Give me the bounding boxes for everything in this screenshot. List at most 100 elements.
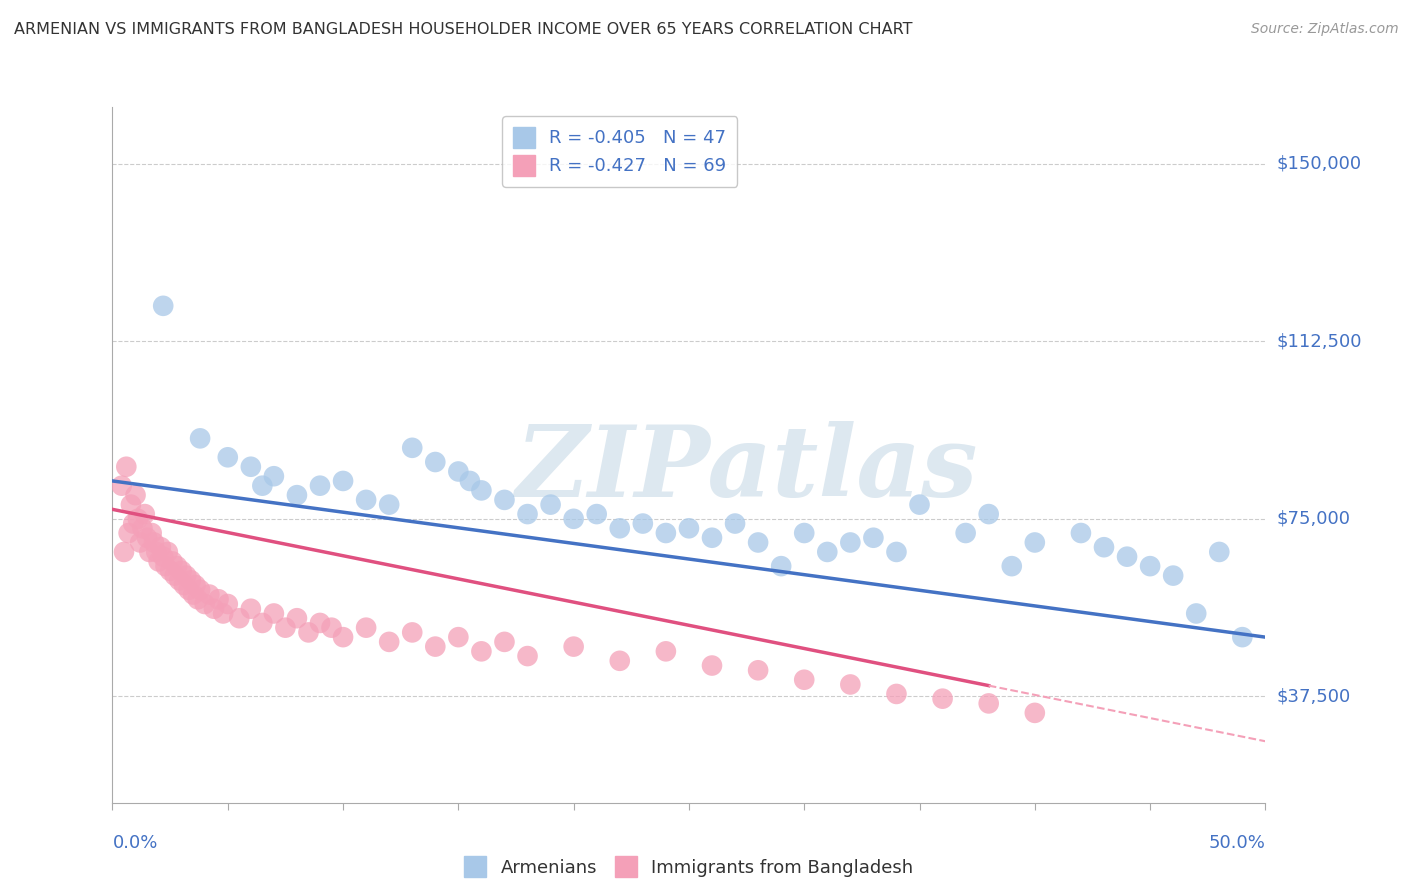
Point: [174, 568, 197, 582]
Point: [401, 625, 423, 640]
Point: [1116, 549, 1139, 564]
Point: [470, 644, 492, 658]
Point: [263, 607, 285, 621]
Point: [700, 658, 723, 673]
Point: [169, 574, 191, 588]
Text: $37,500: $37,500: [1277, 688, 1351, 706]
Legend: Armenians, Immigrants from Bangladesh: Armenians, Immigrants from Bangladesh: [457, 849, 921, 884]
Point: [136, 531, 159, 545]
Point: [977, 507, 1000, 521]
Text: 0.0%: 0.0%: [112, 834, 157, 852]
Point: [115, 459, 138, 474]
Point: [1208, 545, 1230, 559]
Point: [1070, 526, 1092, 541]
Point: [131, 521, 153, 535]
Point: [111, 478, 134, 492]
Point: [155, 559, 177, 574]
Point: [152, 549, 174, 564]
Point: [252, 478, 274, 492]
Point: [724, 516, 747, 531]
Point: [117, 526, 139, 541]
Point: [793, 673, 815, 687]
Point: [1024, 706, 1046, 720]
Point: [321, 621, 343, 635]
Point: [129, 535, 152, 549]
Point: [141, 526, 163, 541]
Point: [631, 516, 654, 531]
Text: ARMENIAN VS IMMIGRANTS FROM BANGLADESH HOUSEHOLDER INCOME OVER 65 YEARS CORRELAT: ARMENIAN VS IMMIGRANTS FROM BANGLADESH H…: [14, 22, 912, 37]
Text: $150,000: $150,000: [1277, 155, 1361, 173]
Point: [747, 663, 769, 677]
Point: [217, 597, 239, 611]
Point: [562, 512, 585, 526]
Point: [908, 498, 931, 512]
Point: [425, 640, 447, 654]
Point: [609, 521, 631, 535]
Point: [188, 431, 211, 445]
Point: [470, 483, 492, 498]
Point: [163, 568, 186, 582]
Point: [1024, 535, 1046, 549]
Point: [332, 630, 354, 644]
Point: [207, 592, 229, 607]
Point: [1161, 568, 1184, 582]
Point: [516, 649, 538, 664]
Text: ZIPatlas: ZIPatlas: [516, 421, 977, 517]
Point: [700, 531, 723, 545]
Point: [188, 582, 211, 597]
Text: 50.0%: 50.0%: [1209, 834, 1265, 852]
Point: [252, 615, 274, 630]
Point: [297, 625, 319, 640]
Point: [124, 488, 146, 502]
Point: [815, 545, 838, 559]
Point: [228, 611, 250, 625]
Point: [678, 521, 700, 535]
Point: [425, 455, 447, 469]
Point: [180, 574, 202, 588]
Point: [112, 545, 135, 559]
Point: [194, 597, 217, 611]
Point: [1232, 630, 1254, 644]
Point: [198, 588, 221, 602]
Point: [886, 687, 908, 701]
Point: [143, 535, 166, 549]
Point: [309, 615, 332, 630]
Point: [1001, 559, 1024, 574]
Point: [1139, 559, 1161, 574]
Point: [127, 512, 149, 526]
Point: [177, 582, 200, 597]
Point: [239, 459, 262, 474]
Point: [1092, 540, 1115, 554]
Point: [173, 578, 195, 592]
Point: [839, 677, 862, 691]
Point: [862, 531, 884, 545]
Text: $75,000: $75,000: [1277, 510, 1351, 528]
Point: [149, 540, 172, 554]
Point: [166, 559, 188, 574]
Point: [162, 554, 184, 568]
Point: [516, 507, 538, 521]
Point: [159, 564, 181, 578]
Point: [655, 526, 678, 541]
Point: [263, 469, 285, 483]
Point: [378, 635, 401, 649]
Point: [655, 644, 678, 658]
Point: [354, 492, 377, 507]
Point: [931, 691, 953, 706]
Point: [955, 526, 977, 541]
Point: [447, 465, 470, 479]
Point: [148, 554, 170, 568]
Point: [134, 507, 156, 521]
Point: [747, 535, 769, 549]
Point: [839, 535, 862, 549]
Point: [770, 559, 793, 574]
Point: [494, 635, 516, 649]
Text: $112,500: $112,500: [1277, 333, 1362, 351]
Point: [152, 299, 174, 313]
Point: [886, 545, 908, 559]
Point: [540, 498, 562, 512]
Point: [1185, 607, 1208, 621]
Point: [217, 450, 239, 465]
Point: [202, 601, 225, 615]
Point: [181, 588, 204, 602]
